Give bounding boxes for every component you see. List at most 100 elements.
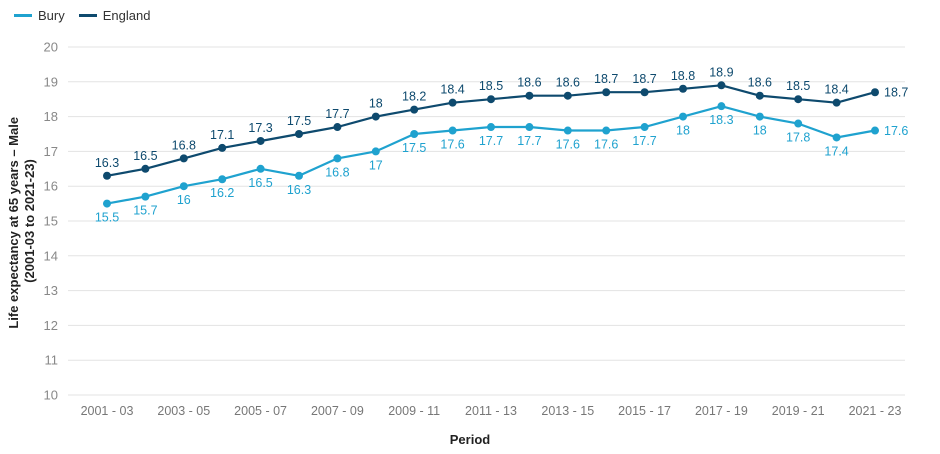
legend-label-england: England xyxy=(102,8,151,23)
data-point[interactable] xyxy=(103,199,111,208)
data-point[interactable] xyxy=(525,91,534,100)
data-point[interactable] xyxy=(602,126,611,135)
legend-item-england[interactable]: England xyxy=(78,8,151,23)
data-label: 18.5 xyxy=(479,79,503,93)
data-point[interactable] xyxy=(794,119,803,128)
x-tick-label: 2003 - 05 xyxy=(157,404,210,418)
data-label: 16.5 xyxy=(133,149,157,163)
x-tick-label: 2005 - 07 xyxy=(234,404,287,418)
x-tick-label: 2009 - 11 xyxy=(388,404,440,418)
data-point[interactable] xyxy=(487,123,495,132)
data-point[interactable] xyxy=(832,133,841,142)
x-tick-label: 2007 - 09 xyxy=(311,404,364,418)
data-label: 17.7 xyxy=(517,134,541,148)
y-tick-label: 16 xyxy=(44,179,58,194)
data-point[interactable] xyxy=(717,102,726,111)
data-point[interactable] xyxy=(333,123,342,132)
data-label: 15.5 xyxy=(95,211,119,225)
data-label: 18.4 xyxy=(824,83,848,97)
data-point[interactable] xyxy=(218,175,227,184)
data-label: 17.6 xyxy=(440,138,464,152)
data-point[interactable] xyxy=(179,154,188,163)
data-point[interactable] xyxy=(602,88,611,97)
data-point[interactable] xyxy=(410,105,419,114)
data-point[interactable] xyxy=(141,164,150,173)
data-point[interactable] xyxy=(448,98,457,107)
data-point[interactable] xyxy=(679,112,687,121)
y-axis-label-line2: (2001-03 to 2021-23) xyxy=(22,159,37,283)
y-tick-label: 15 xyxy=(44,214,58,229)
y-tick-label: 13 xyxy=(44,283,58,298)
data-point[interactable] xyxy=(755,91,764,100)
x-tick-label: 2001 - 03 xyxy=(81,404,134,418)
data-point[interactable] xyxy=(640,88,649,97)
data-point[interactable] xyxy=(717,81,726,90)
legend-label-bury: Bury xyxy=(38,8,65,23)
data-label: 16.8 xyxy=(325,165,349,179)
legend-swatch-bury xyxy=(14,14,32,17)
y-tick-label: 19 xyxy=(44,74,58,89)
data-label: 15.7 xyxy=(133,204,157,218)
data-point[interactable] xyxy=(256,136,265,145)
y-tick-label: 14 xyxy=(44,248,58,263)
data-label: 17.5 xyxy=(287,114,311,128)
data-point[interactable] xyxy=(256,164,265,173)
series-group: 15.5 15.7 16 16.2 16.5 16.3 16.8 17 17.5 17.6 17.7… xyxy=(95,65,909,224)
y-tick-label: 12 xyxy=(44,318,58,333)
data-point[interactable] xyxy=(679,84,687,93)
data-point[interactable] xyxy=(871,126,879,135)
data-point[interactable] xyxy=(487,95,495,104)
data-label: 16.5 xyxy=(248,176,272,190)
data-point[interactable] xyxy=(295,171,303,180)
data-point[interactable] xyxy=(410,130,419,138)
series-england: 16.3 16.5 16.8 17.1 17.3 17.5 17.7 18 18.2 18.4 18… xyxy=(95,65,908,180)
data-label: 16 xyxy=(177,193,191,207)
data-label: 17.8 xyxy=(786,131,810,145)
data-label: 18.6 xyxy=(517,76,541,90)
data-point[interactable] xyxy=(371,147,380,156)
data-label: 18.9 xyxy=(709,65,733,79)
data-label: 18.7 xyxy=(632,72,656,86)
data-point[interactable] xyxy=(333,154,342,163)
data-label: 18.6 xyxy=(748,76,772,90)
data-point[interactable] xyxy=(448,126,457,135)
data-label: 16.3 xyxy=(95,156,119,170)
data-label: 17.6 xyxy=(594,138,618,152)
x-axis-label: Period xyxy=(450,432,491,447)
data-label: 17.6 xyxy=(556,138,580,152)
data-point[interactable] xyxy=(640,123,649,132)
data-point[interactable] xyxy=(371,112,380,121)
data-point[interactable] xyxy=(295,130,303,138)
data-point[interactable] xyxy=(525,123,534,132)
data-point[interactable] xyxy=(871,88,879,97)
data-label: 17.6 xyxy=(884,124,908,138)
data-label: 17.5 xyxy=(402,141,426,155)
data-point[interactable] xyxy=(755,112,764,121)
data-point[interactable] xyxy=(103,171,111,180)
data-label: 18 xyxy=(753,124,767,138)
legend-swatch-england xyxy=(78,14,97,17)
data-point[interactable] xyxy=(832,98,841,107)
y-tick-label: 20 xyxy=(44,40,58,55)
data-label: 17.7 xyxy=(632,134,656,148)
data-label: 16.3 xyxy=(287,183,311,197)
data-point[interactable] xyxy=(179,182,188,191)
chart-legend: Bury England xyxy=(14,8,150,23)
data-point[interactable] xyxy=(218,143,227,152)
data-point[interactable] xyxy=(563,91,572,100)
y-tick-label: 10 xyxy=(44,388,58,403)
x-tick-label: 2019 - 21 xyxy=(772,404,825,418)
data-label: 18.5 xyxy=(786,79,810,93)
data-point[interactable] xyxy=(141,192,150,201)
data-point[interactable] xyxy=(794,95,803,104)
data-label: 18 xyxy=(676,124,690,138)
x-tick-labels: 2001 - 03 2003 - 05 2005 - 07 2007 - 09 2009… xyxy=(81,404,902,418)
x-tick-label: 2013 - 15 xyxy=(541,404,594,418)
data-label: 18.3 xyxy=(709,113,733,127)
data-label: 18.6 xyxy=(556,76,580,90)
y-tick-label: 17 xyxy=(44,144,58,159)
data-label: 18.2 xyxy=(402,90,426,104)
data-point[interactable] xyxy=(563,126,572,135)
legend-item-bury[interactable]: Bury xyxy=(14,8,65,23)
